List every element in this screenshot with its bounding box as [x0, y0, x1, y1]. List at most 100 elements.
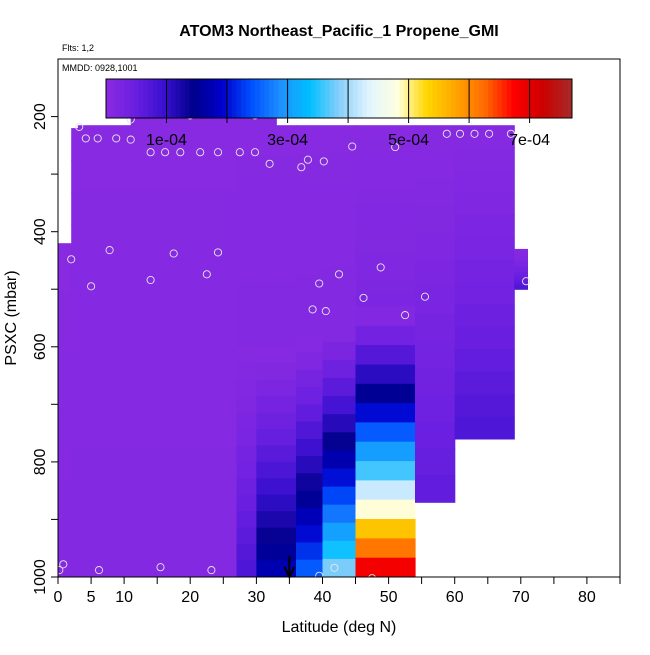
x-tick-label: 5 — [87, 589, 96, 606]
heatmap-cell — [296, 335, 323, 354]
colorbar-tick-label: 3e-04 — [267, 132, 308, 149]
colorbar-segment — [413, 79, 419, 118]
heatmap-cell — [322, 341, 357, 361]
heatmap-cell — [229, 122, 277, 125]
heatmap-cell — [130, 120, 231, 123]
colorbar-segment — [129, 79, 135, 118]
colorbar-segment — [222, 79, 228, 118]
heatmap-cell — [355, 125, 416, 139]
heatmap-cell — [514, 277, 528, 282]
heatmap-cell — [454, 237, 515, 261]
heatmap-cell — [77, 415, 238, 449]
heatmap-cells — [58, 105, 528, 577]
colorbar-segment — [432, 79, 438, 118]
colorbar-segment — [492, 79, 498, 118]
heatmap-cell — [322, 323, 357, 343]
colorbar-segment — [297, 79, 303, 118]
heatmap-cell — [296, 525, 323, 544]
heatmap-cell — [322, 210, 357, 226]
colorbar-segment — [208, 79, 214, 118]
heatmap-cell — [58, 505, 72, 530]
colorbar-segment — [348, 79, 354, 118]
colorbar-segment — [511, 79, 517, 118]
heatmap-cell — [71, 224, 79, 257]
heatmap-cell — [130, 123, 231, 126]
flights-label: Flts: 1,2 — [62, 43, 94, 53]
colorbar-segment — [478, 79, 484, 118]
colorbar-segment — [371, 79, 377, 118]
heatmap-cell — [415, 259, 456, 288]
heatmap-cell — [355, 403, 416, 423]
heatmap-cell — [322, 224, 357, 240]
colorbar-segment — [194, 79, 200, 118]
colorbar-segment — [418, 79, 424, 118]
heatmap-cell — [296, 559, 323, 577]
sample-point — [506, 129, 515, 138]
heatmap-cell — [454, 125, 515, 149]
heatmap-cell — [256, 141, 297, 158]
colorbar-segment — [469, 79, 475, 118]
x-tick-label: 20 — [181, 589, 199, 606]
colorbar-segment — [343, 79, 349, 118]
heatmap-cell — [77, 512, 238, 546]
heatmap-cell — [236, 445, 257, 463]
colorbar-segment — [283, 79, 289, 118]
colorbar-segment — [227, 79, 233, 118]
heatmap-cell — [236, 527, 257, 545]
heatmap-cell — [256, 331, 297, 348]
heatmap-cell — [296, 185, 323, 201]
colorbar-segment — [157, 79, 163, 118]
y-tick-label: 200 — [32, 103, 49, 130]
colorbar-segment — [362, 79, 368, 118]
colorbar-segment — [143, 79, 149, 118]
sample-point — [321, 307, 330, 316]
heatmap-cell — [256, 478, 297, 496]
colorbar-segment — [352, 79, 359, 118]
colorbar-segment — [385, 79, 391, 118]
colorbar-segment — [185, 79, 191, 118]
heatmap-cell — [256, 461, 297, 479]
sample-point — [161, 148, 170, 157]
heatmap-cell — [355, 345, 416, 365]
sample-point — [58, 566, 64, 575]
heatmap-cell — [296, 404, 323, 423]
colorbar-segment — [119, 79, 126, 118]
heatmap-cell — [355, 325, 416, 346]
colorbar-segment — [497, 79, 503, 118]
heatmap-cell — [322, 181, 357, 197]
heatmap-cell — [514, 286, 528, 290]
heatmap-cell — [236, 478, 257, 496]
sample-point — [196, 148, 205, 157]
sample-point — [522, 277, 531, 286]
heatmap-cell — [256, 236, 297, 253]
heatmap-cell — [514, 283, 528, 287]
colorbar-segment — [133, 79, 140, 118]
heatmap-cell — [236, 188, 257, 205]
colorbar-segment — [567, 79, 573, 118]
heatmap-cell — [296, 245, 323, 261]
heatmap-cell — [355, 138, 416, 152]
sample-point — [315, 279, 324, 288]
sample-point — [348, 142, 357, 151]
colorbar-segment — [558, 79, 564, 118]
colorbar-segment — [241, 79, 247, 118]
sample-point — [315, 571, 324, 577]
sample-point — [93, 134, 102, 143]
heatmap-cell — [454, 214, 515, 238]
colorbar-segment — [474, 79, 480, 118]
colorbar-segment — [334, 79, 340, 118]
sample-point — [250, 148, 260, 157]
heatmap-cell — [71, 128, 79, 161]
sample-point — [146, 275, 155, 285]
heatmap-cell — [454, 326, 515, 350]
heatmap-cell — [355, 228, 416, 243]
heatmap-cell — [58, 362, 72, 387]
y-axis-label: PSXC (mbar) — [3, 270, 20, 365]
colorbar-segment — [269, 79, 275, 118]
heatmap-cell — [322, 504, 357, 524]
y-tick-label: 400 — [32, 218, 49, 245]
sample-point — [213, 248, 223, 257]
heatmap-cell — [256, 445, 297, 463]
heatmap-cell — [322, 432, 357, 451]
heatmap-cell — [355, 267, 416, 282]
